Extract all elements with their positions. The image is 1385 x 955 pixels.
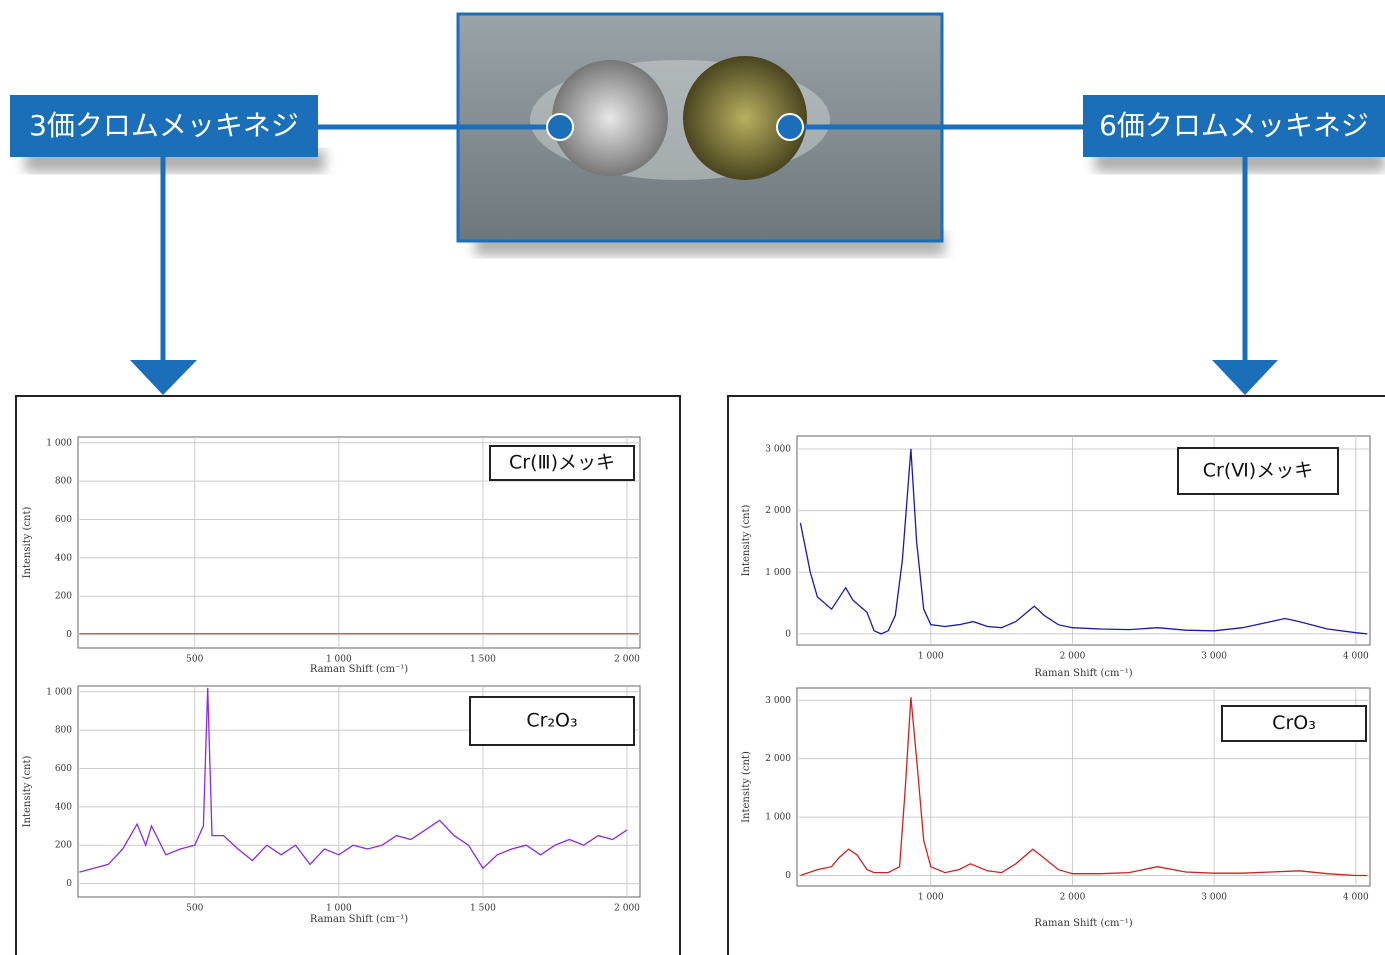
label: 3価クロムメッキネジ: [29, 109, 299, 142]
pointer-dot: [777, 114, 803, 140]
y-tick-label: 400: [55, 802, 72, 812]
y-tick-label: 200: [55, 592, 72, 602]
x-axis-label: Raman Shift (cm⁻¹): [310, 914, 408, 925]
x-tick-label: 3 000: [1201, 893, 1227, 903]
x-tick-label: 2 000: [1060, 652, 1086, 662]
arrow-head: [1212, 360, 1278, 395]
y-tick-label: 0: [785, 629, 791, 639]
y-tick-label: 200: [55, 841, 72, 851]
y-tick-label: 0: [66, 879, 72, 889]
x-tick-label: 1 000: [918, 893, 944, 903]
label: 6価クロムメッキネジ: [1099, 109, 1369, 142]
y-axis-label: Intensity (cnt): [22, 507, 33, 579]
y-axis-label: Intensity (cnt): [741, 751, 752, 823]
x-tick-label: 1 000: [326, 655, 352, 665]
x-tick-label: 2 000: [614, 655, 640, 665]
y-tick-label: 2 000: [765, 754, 791, 764]
legend-label: Cr(Ⅵ)メッキ: [1203, 460, 1313, 482]
y-axis-label: Intensity (cnt): [741, 505, 752, 577]
y-tick-label: 1 000: [765, 568, 791, 578]
legend-label: Cr(Ⅲ)メッキ: [509, 452, 615, 474]
x-tick-label: 1 500: [470, 655, 496, 665]
x-tick-label: 500: [186, 904, 203, 914]
y-tick-label: 600: [55, 515, 72, 525]
arrow-head: [130, 360, 197, 395]
x-axis-label: Raman Shift (cm⁻¹): [1034, 918, 1132, 929]
x-tick-label: 1 000: [918, 652, 944, 662]
x-tick-label: 500: [186, 655, 203, 665]
x-tick-label: 2 000: [1060, 893, 1086, 903]
x-axis-label: Raman Shift (cm⁻¹): [310, 664, 408, 675]
y-tick-label: 1 000: [46, 687, 72, 697]
y-tick-label: 800: [55, 477, 72, 487]
y-tick-label: 1 000: [46, 438, 72, 448]
y-tick-label: 800: [55, 726, 72, 736]
pointer-dot: [547, 114, 573, 140]
x-tick-label: 3 000: [1201, 652, 1227, 662]
y-tick-label: 600: [55, 764, 72, 774]
y-tick-label: 2 000: [765, 506, 791, 516]
y-axis-label: Intensity (cnt): [22, 756, 33, 828]
legend-label: CrO₃: [1272, 712, 1316, 734]
figure: 3価クロムメッキネジ 6価クロムメッキネジ 500 1 000 1 500 2 000…: [0, 0, 1385, 955]
y-tick-label: 3 000: [765, 696, 791, 706]
y-tick-label: 3 000: [765, 444, 791, 454]
y-tick-label: 1 000: [765, 813, 791, 823]
x-tick-label: 2 000: [614, 904, 640, 914]
x-axis-label: Raman Shift (cm⁻¹): [1034, 668, 1132, 679]
x-tick-label: 1 500: [470, 904, 496, 914]
x-tick-label: 4 000: [1343, 652, 1369, 662]
x-tick-label: 4 000: [1343, 893, 1369, 903]
y-tick-label: 400: [55, 553, 72, 563]
y-tick-label: 0: [66, 630, 72, 640]
x-tick-label: 1 000: [326, 904, 352, 914]
y-tick-label: 0: [785, 871, 791, 881]
legend-label: Cr₂O₃: [526, 710, 577, 732]
